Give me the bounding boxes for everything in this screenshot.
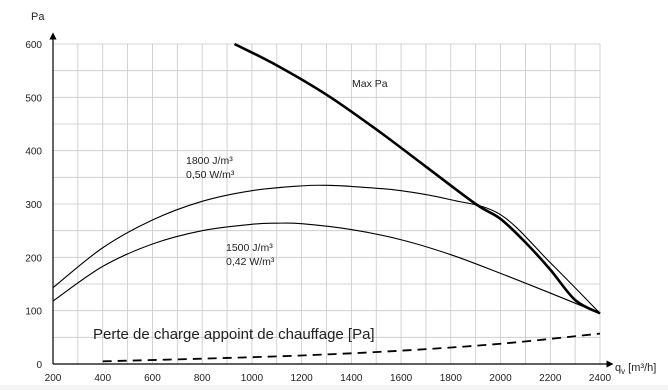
x-tick-label: 1400: [340, 373, 363, 384]
series-lines: [52, 42, 601, 363]
y-tick-label: 0: [36, 360, 42, 371]
max-pa-label: Max Pa: [352, 78, 388, 90]
label-1500: 0,42 W/m³: [226, 256, 275, 268]
x-tick-label: 2000: [489, 373, 512, 384]
curve-labels: Max Pa 1800 J/m³ 0,50 W/m³ 1500 J/m³ 0,42 W/…: [93, 78, 388, 343]
x-axis-title: qv [m³/h]: [615, 362, 656, 376]
y-axis-title: Pa: [31, 11, 45, 23]
x-tick-label: 1200: [291, 373, 314, 384]
y-tick-label: 600: [25, 40, 42, 51]
heater-pressure-loss-curve: [102, 332, 601, 363]
y-tick-label: 200: [25, 253, 42, 264]
x-tick-label: 200: [45, 373, 62, 384]
tick-labels: 200 400 600 800 1000 1200 1400 1600 1800 2000 2200…: [25, 40, 611, 384]
x-tick-label: 2200: [539, 373, 562, 384]
x-tick-label: 600: [144, 373, 161, 384]
x-tick-label: 800: [194, 373, 211, 384]
x-tick-label: 1600: [390, 373, 413, 384]
curve-1800-jm3: [52, 184, 601, 314]
max-pa-curve: [233, 42, 601, 315]
x-tick-label: 2400: [589, 373, 612, 384]
y-tick-label: 300: [25, 200, 42, 211]
label-1800: 0,50 W/m³: [186, 169, 235, 181]
heater-note-label: Perte de charge appoint de chauffage [Pa…: [93, 326, 375, 343]
label-1500: 1500 J/m³: [226, 242, 273, 254]
curve-1500-jm3: [52, 222, 601, 314]
x-tick-label: 1000: [241, 373, 264, 384]
x-tick-label: 400: [94, 373, 111, 384]
x-tick-label: 1800: [440, 373, 463, 384]
grid: [52, 43, 601, 365]
axes: [49, 32, 614, 368]
y-tick-label: 400: [25, 147, 42, 158]
label-1800: 1800 J/m³: [186, 155, 233, 167]
y-tick-label: 100: [25, 307, 42, 318]
y-tick-label: 500: [25, 93, 42, 104]
